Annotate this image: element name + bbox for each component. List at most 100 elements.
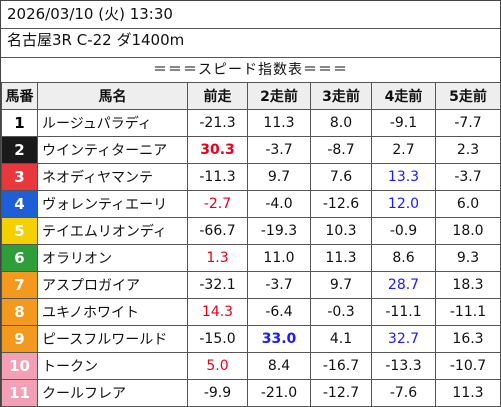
speed-index-cell: 9.3 (435, 244, 501, 272)
speed-index-cell: -11.1 (435, 298, 501, 326)
horse-name-cell: トークン (37, 352, 188, 380)
horse-number-cell: 9 (1, 325, 38, 353)
speed-index-cell: 9.7 (310, 271, 372, 299)
speed-index-cell: 6.0 (435, 190, 501, 218)
race-datetime: 2026/03/10 (火) 13:30 (7, 5, 173, 23)
speed-index-cell: -21.3 (187, 109, 248, 137)
table-row: 3 ネオディヤマンテ -11.3 9.7 7.6 13.3 -3.7 (1, 163, 501, 191)
speed-index-cell: 2.3 (435, 136, 501, 164)
table-row: 7 アスプロガイア -32.1 -3.7 9.7 28.7 18.3 (1, 271, 501, 299)
divider (1, 28, 500, 29)
speed-index-cell: 30.3 (187, 136, 248, 164)
speed-index-cell: -6.4 (247, 298, 311, 326)
horse-name-cell: ヴォレンティエーリ (37, 190, 188, 218)
speed-index-cell: 10.3 (310, 217, 372, 245)
table-row: 10 トークン 5.0 8.4 -16.7 -13.3 -10.7 (1, 352, 501, 380)
speed-index-cell: 11.3 (435, 379, 501, 407)
table-row: 6 オラリオン 1.3 11.0 11.3 8.6 9.3 (1, 244, 501, 272)
speed-index-cell: -12.7 (310, 379, 372, 407)
speed-index-cell: -19.3 (247, 217, 311, 245)
speed-index-cell: 18.0 (435, 217, 501, 245)
speed-index-cell: -0.9 (371, 217, 436, 245)
column-header-3-races-ago: 3走前 (310, 82, 372, 110)
horse-number-cell: 10 (1, 352, 38, 380)
speed-index-cell: 7.6 (310, 163, 372, 191)
speed-index-cell: -8.7 (310, 136, 372, 164)
horse-number-cell: 5 (1, 217, 38, 245)
horse-name-cell: テイエムリオンディ (37, 217, 188, 245)
speed-index-cell: 1.3 (187, 244, 248, 272)
speed-index-cell: 13.3 (371, 163, 436, 191)
speed-index-table: 馬番 馬名 前走 2走前 3走前 4走前 5走前 1 ルージュパラディ -21.3 1… (1, 82, 501, 407)
speed-index-cell: -13.3 (371, 352, 436, 380)
speed-index-cell: -15.0 (187, 325, 248, 353)
horse-name-cell: ピースフルワールド (37, 325, 188, 353)
horse-number-cell: 11 (1, 379, 38, 407)
speed-index-cell: 14.3 (187, 298, 248, 326)
speed-index-cell: -10.7 (435, 352, 501, 380)
horse-name-cell: アスプロガイア (37, 271, 188, 299)
column-header-last-race: 前走 (187, 82, 248, 110)
speed-index-cell: -7.7 (435, 109, 501, 137)
column-header-horse-name: 馬名 (37, 82, 188, 110)
table-row: 5 テイエムリオンディ -66.7 -19.3 10.3 -0.9 18.0 (1, 217, 501, 245)
speed-index-cell: -12.6 (310, 190, 372, 218)
speed-index-cell: -11.1 (371, 298, 436, 326)
speed-index-cell: 4.1 (310, 325, 372, 353)
speed-index-cell: 28.7 (371, 271, 436, 299)
table-row: 11 クールフレア -9.9 -21.0 -12.7 -7.6 11.3 (1, 379, 501, 407)
table-row: 2 ウインティターニア 30.3 -3.7 -8.7 2.7 2.3 (1, 136, 501, 164)
horse-number-cell: 8 (1, 298, 38, 326)
speed-index-cell: 5.0 (187, 352, 248, 380)
column-header-number: 馬番 (1, 82, 38, 110)
speed-index-cell: -3.7 (435, 163, 501, 191)
column-header-4-races-ago: 4走前 (371, 82, 436, 110)
speed-index-cell: -11.3 (187, 163, 248, 191)
horse-name-cell: ルージュパラディ (37, 109, 188, 137)
speed-index-cell: 32.7 (371, 325, 436, 353)
horse-name-cell: オラリオン (37, 244, 188, 272)
horse-name-cell: クールフレア (37, 379, 188, 407)
speed-index-cell: 11.3 (310, 244, 372, 272)
table-row: 9 ピースフルワールド -15.0 33.0 4.1 32.7 16.3 (1, 325, 501, 353)
speed-index-cell: 12.0 (371, 190, 436, 218)
horse-number-cell: 1 (1, 109, 38, 137)
speed-index-cell: -16.7 (310, 352, 372, 380)
speed-index-cell: -9.9 (187, 379, 248, 407)
speed-index-cell: 2.7 (371, 136, 436, 164)
horse-name-cell: ネオディヤマンテ (37, 163, 188, 191)
speed-index-cell: -2.7 (187, 190, 248, 218)
race-info: 名古屋3R C-22 ダ1400m (7, 31, 185, 49)
speed-index-cell: -66.7 (187, 217, 248, 245)
speed-index-cell: 8.6 (371, 244, 436, 272)
speed-index-cell: -7.6 (371, 379, 436, 407)
speed-index-cell: -21.0 (247, 379, 311, 407)
speed-index-cell: 18.3 (435, 271, 501, 299)
speed-index-cell: 9.7 (247, 163, 311, 191)
speed-index-cell: 33.0 (247, 325, 311, 353)
speed-index-cell: -4.0 (247, 190, 311, 218)
column-header-2-races-ago: 2走前 (247, 82, 311, 110)
speed-index-cell: 8.4 (247, 352, 311, 380)
divider (1, 57, 500, 58)
horse-number-cell: 2 (1, 136, 38, 164)
speed-index-cell: 8.0 (310, 109, 372, 137)
table-row: 8 ユキノホワイト 14.3 -6.4 -0.3 -11.1 -11.1 (1, 298, 501, 326)
speed-index-cell: -9.1 (371, 109, 436, 137)
horse-number-cell: 4 (1, 190, 38, 218)
speed-index-cell: -32.1 (187, 271, 248, 299)
speed-index-cell: -3.7 (247, 136, 311, 164)
speed-index-cell: 16.3 (435, 325, 501, 353)
horse-name-cell: ユキノホワイト (37, 298, 188, 326)
speed-index-cell: -0.3 (310, 298, 372, 326)
horse-number-cell: 7 (1, 271, 38, 299)
speed-index-cell: 11.0 (247, 244, 311, 272)
table-row: 1 ルージュパラディ -21.3 11.3 8.0 -9.1 -7.7 (1, 109, 501, 137)
table-row: 4 ヴォレンティエーリ -2.7 -4.0 -12.6 12.0 6.0 (1, 190, 501, 218)
column-header-5-races-ago: 5走前 (435, 82, 501, 110)
table-header-row: 馬番 馬名 前走 2走前 3走前 4走前 5走前 (1, 82, 501, 110)
speed-index-cell: -3.7 (247, 271, 311, 299)
horse-name-cell: ウインティターニア (37, 136, 188, 164)
speed-index-cell: 11.3 (247, 109, 311, 137)
